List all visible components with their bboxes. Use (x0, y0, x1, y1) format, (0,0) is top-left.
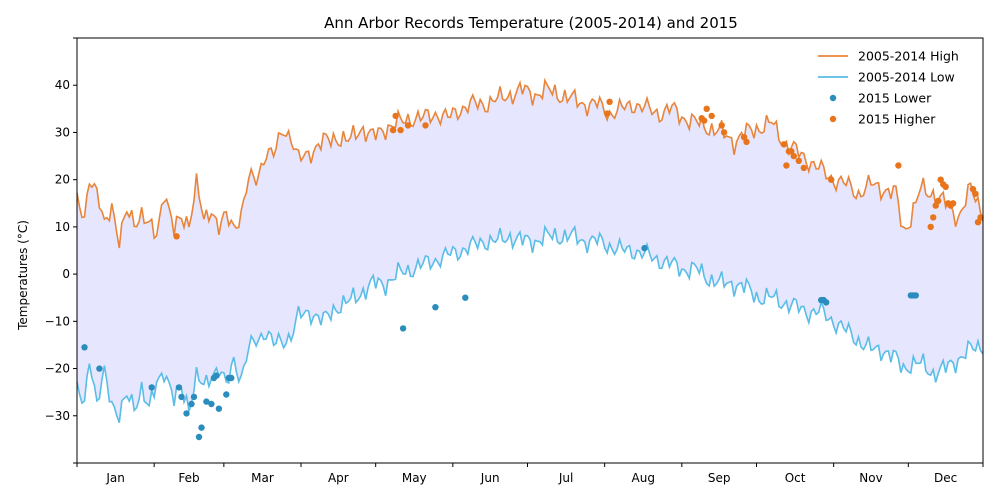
legend: 2005-2014 High 2005-2014 Low 2015 Lower 201… (818, 49, 959, 127)
point-2015-higher (932, 202, 939, 209)
point-2015-higher (701, 117, 708, 124)
legend-label-2005-2014-low: 2005-2014 Low (858, 70, 955, 85)
point-2015-lower (823, 299, 830, 306)
point-2015-lower (213, 372, 220, 379)
legend-label-2015-higher: 2015 Higher (858, 112, 936, 127)
x-tick-label: Dec (934, 471, 957, 485)
x-tick-label: Jan (105, 471, 125, 485)
point-2015-lower (208, 400, 215, 408)
point-2015-lower (175, 384, 183, 391)
point-2015-higher (927, 223, 934, 231)
axes-frame (76, 37, 984, 464)
point-2015-higher (392, 112, 399, 120)
point-2015-higher (828, 176, 835, 183)
point-2015-higher (708, 112, 715, 120)
legend-swatch-2015-lower (829, 94, 837, 102)
legend-swatch-2015-higher (829, 115, 837, 123)
point-2015-higher (397, 126, 404, 134)
point-2015-higher (783, 162, 790, 169)
point-2015-lower (203, 398, 210, 405)
point-2015-higher (718, 122, 725, 129)
x-tick-label: Jul (558, 471, 573, 485)
point-2015-lower (183, 410, 190, 417)
y-tick-label: 40 (55, 78, 70, 92)
x-tick-label: May (402, 471, 427, 485)
point-2015-lower (215, 405, 223, 412)
x-tick-label: Sep (708, 471, 731, 485)
point-2015-higher (795, 157, 802, 164)
point-2015-higher (780, 141, 788, 148)
point-2015-higher (969, 185, 977, 193)
point-2015-lower (223, 391, 230, 398)
x-tick-label: Aug (632, 471, 655, 485)
point-2015-higher (935, 197, 942, 205)
x-tick-label: Jun (480, 471, 500, 485)
plot-area (76, 77, 984, 441)
x-tick-label: Apr (328, 471, 349, 485)
point-2015-higher (788, 148, 795, 155)
x-tick-label: Oct (785, 471, 806, 485)
y-tick-label: −30 (45, 409, 70, 423)
range-fill (77, 80, 983, 423)
y-tick-label: 30 (55, 125, 70, 139)
series-line-low (76, 224, 984, 423)
point-2015-higher (942, 183, 949, 190)
point-2015-higher (974, 219, 982, 226)
point-2015-higher (949, 200, 957, 207)
y-tick-label: −10 (45, 314, 70, 328)
point-2015-higher (740, 134, 748, 141)
legend-label-2015-lower: 2015 Lower (858, 91, 932, 106)
point-2015-lower (195, 433, 203, 441)
point-2015-higher (404, 122, 412, 129)
x-tick-label: Nov (859, 471, 882, 485)
point-2015-lower (96, 365, 103, 372)
point-2015-higher (895, 162, 902, 169)
point-2015-higher (173, 233, 180, 240)
point-2015-lower (641, 244, 648, 252)
point-2015-higher (720, 129, 728, 136)
point-2015-higher (977, 214, 984, 221)
point-2015-higher (422, 122, 429, 129)
point-2015-lower (912, 292, 919, 299)
point-2015-higher (604, 110, 611, 117)
point-2015-lower (198, 424, 205, 431)
x-tick-label: Feb (178, 471, 199, 485)
y-tick-label: 20 (55, 173, 70, 187)
point-2015-higher (972, 190, 979, 197)
x-tick-label: Mar (251, 471, 274, 485)
axes: −30 −20 −10 0 10 20 30 40 Jan Feb Mar Apr May Jun Jul A… (45, 37, 984, 485)
y-axis-label: Temperatures (°C) (16, 220, 30, 331)
point-2015-higher (937, 176, 944, 183)
y-tick-label: 0 (62, 267, 70, 281)
y-tick-label: 10 (55, 220, 70, 234)
point-2015-higher (703, 105, 710, 113)
point-2015-lower (148, 384, 155, 391)
point-2015-lower (432, 304, 439, 311)
point-2015-lower (188, 400, 195, 408)
point-2015-higher (389, 126, 397, 134)
point-2015-lower (178, 393, 185, 401)
point-2015-higher (800, 164, 807, 172)
point-2015-higher (743, 138, 750, 146)
chart-title: Ann Arbor Records Temperature (2005-2014… (324, 14, 738, 32)
point-2015-lower (399, 325, 407, 332)
point-2015-lower (190, 393, 198, 401)
point-2015-higher (790, 152, 797, 160)
legend-label-2005-2014-high: 2005-2014 High (858, 49, 959, 64)
y-tick-label: −20 (45, 362, 70, 376)
point-2015-lower (462, 294, 469, 301)
point-2015-higher (606, 98, 613, 106)
point-2015-lower (228, 374, 235, 382)
point-2015-higher (930, 214, 937, 221)
point-2015-lower (81, 344, 88, 351)
